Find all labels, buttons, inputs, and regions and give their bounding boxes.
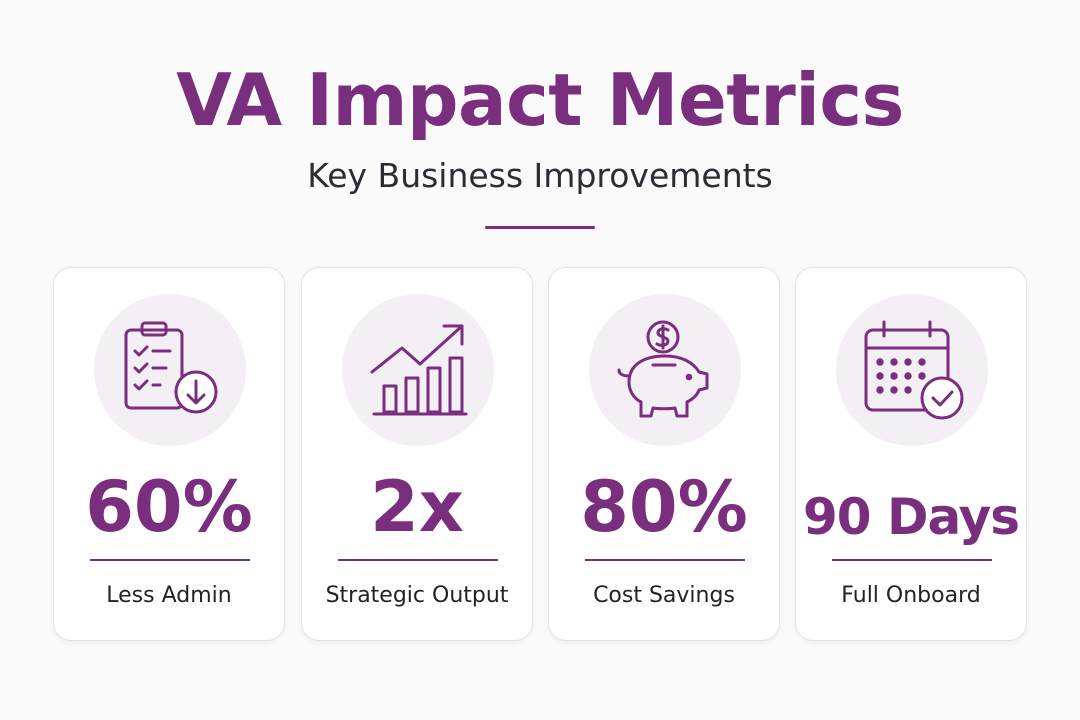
- page-subtitle: Key Business Improvements: [307, 156, 773, 195]
- metric-card-full-onboard: 90 Days Full Onboard: [795, 267, 1027, 641]
- page-title: VA Impact Metrics: [176, 58, 904, 142]
- metric-divider: [338, 559, 498, 561]
- piggy-bank-dollar-icon: [617, 320, 709, 418]
- metric-divider: [90, 559, 250, 561]
- metric-value: 2x: [370, 466, 464, 548]
- metric-label: Full Onboard: [841, 583, 981, 608]
- metric-card-strategic-output: 2x Strategic Output: [301, 267, 533, 641]
- metric-card-cost-savings: 80% Cost Savings: [548, 267, 780, 641]
- icon-badge: [836, 294, 988, 446]
- metric-divider: [832, 559, 992, 561]
- metric-label: Cost Savings: [593, 583, 735, 608]
- metric-card-less-admin: 60% Less Admin: [53, 267, 285, 641]
- metric-label: Strategic Output: [325, 583, 509, 608]
- metric-divider: [585, 559, 745, 561]
- icon-badge: [94, 294, 246, 446]
- metric-value: 80%: [580, 466, 748, 548]
- clipboard-checklist-download-icon: [124, 321, 218, 414]
- metric-label: Less Admin: [106, 583, 232, 608]
- calendar-check-icon: [864, 320, 964, 420]
- metric-value: 90 Days: [802, 488, 1020, 546]
- icon-badge: [342, 294, 494, 446]
- icon-badge: [589, 294, 741, 446]
- metric-value: 60%: [85, 466, 253, 548]
- title-divider: [485, 226, 595, 229]
- growth-chart-icon: [370, 324, 468, 416]
